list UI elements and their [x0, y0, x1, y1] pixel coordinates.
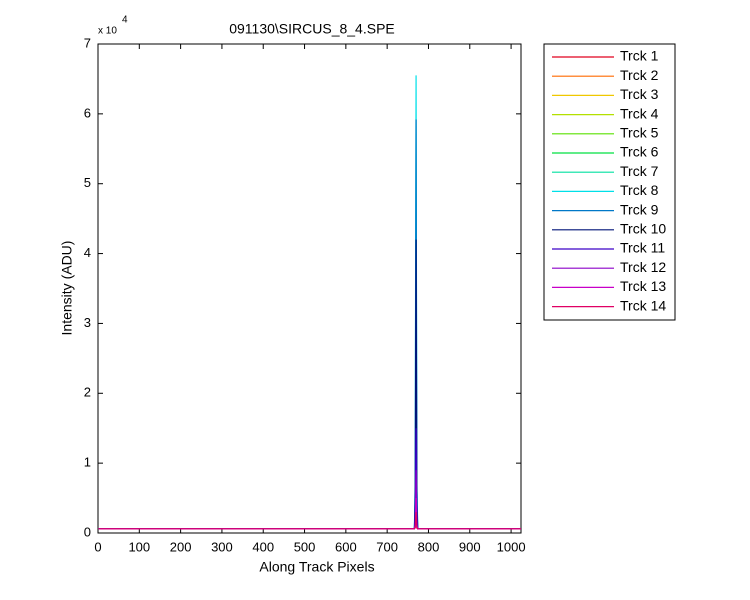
y-tick-label: 6	[84, 105, 91, 120]
y-tick-label: 5	[84, 175, 91, 190]
y-multiplier-exponent: 4	[122, 15, 128, 26]
x-tick-label: 300	[211, 539, 233, 554]
legend-label: Trck 3	[620, 86, 659, 102]
legend-label: Trck 12	[620, 259, 666, 275]
x-tick-label: 900	[459, 539, 481, 554]
legend-label: Trck 6	[620, 144, 659, 160]
legend-label: Trck 5	[620, 125, 659, 141]
y-tick-label: 1	[84, 455, 91, 470]
plot-area	[97, 43, 522, 534]
x-tick-label: 500	[294, 539, 316, 554]
legend-label: Trck 7	[620, 163, 659, 179]
legend-label: Trck 11	[620, 240, 665, 256]
y-tick-label: 4	[84, 245, 91, 260]
y-tick-label: 0	[84, 524, 91, 539]
x-tick-label: 1000	[497, 539, 526, 554]
legend-box	[543, 43, 676, 321]
legend-label: Trck 14	[620, 297, 666, 313]
y-tick-label: 7	[84, 35, 91, 50]
x-tick-label: 200	[170, 539, 192, 554]
y-axis-label: Intensity (ADU)	[59, 241, 75, 336]
legend-label: Trck 13	[620, 278, 666, 294]
x-axis-label: Along Track Pixels	[259, 559, 374, 575]
legend-label: Trck 4	[620, 105, 659, 121]
y-tick-label: 3	[84, 315, 91, 330]
y-multiplier: x 10	[98, 26, 117, 37]
x-tick-label: 0	[94, 539, 101, 554]
series-line	[98, 512, 521, 530]
x-tick-label: 700	[376, 539, 398, 554]
legend-label: Trck 8	[620, 182, 659, 198]
x-tick-label: 600	[335, 539, 357, 554]
legend-label: Trck 2	[620, 67, 659, 83]
legend-label: Trck 10	[620, 221, 666, 237]
x-tick-label: 800	[418, 539, 440, 554]
x-tick-label: 100	[128, 539, 150, 554]
x-tick-label: 400	[252, 539, 274, 554]
chart-title: 091130\SIRCUS_8_4.SPE	[229, 21, 395, 37]
y-tick-label: 2	[84, 385, 91, 400]
legend-label: Trck 1	[620, 48, 659, 64]
legend-label: Trck 9	[620, 201, 659, 217]
